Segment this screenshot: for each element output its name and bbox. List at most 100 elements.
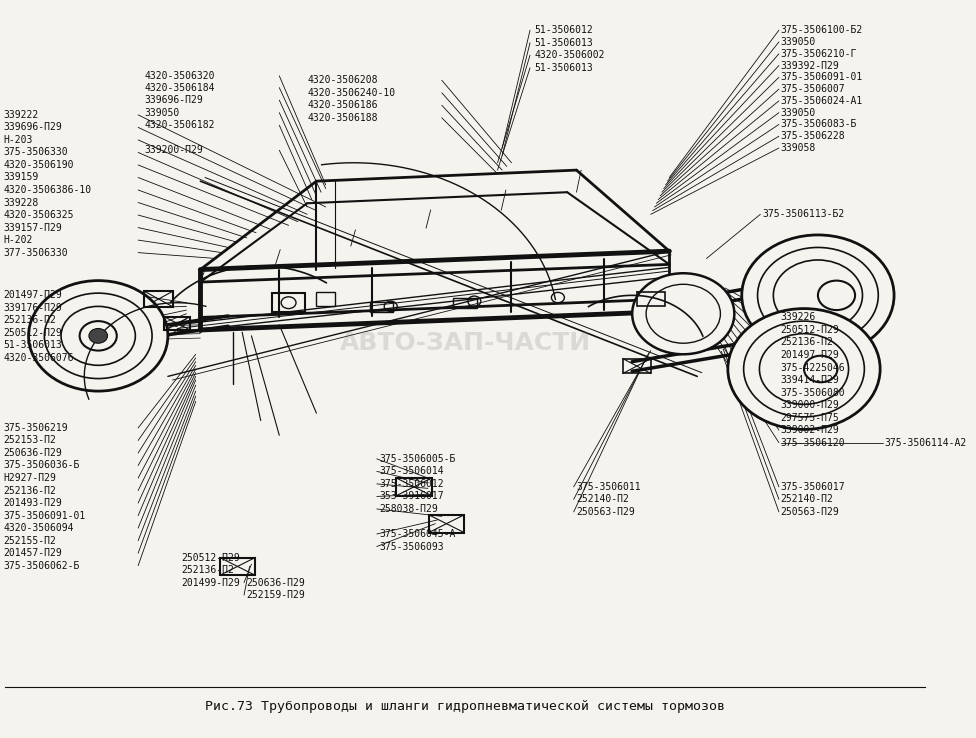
Text: 339050: 339050: [144, 108, 180, 117]
Text: 339222: 339222: [4, 110, 39, 120]
Text: 375-3506093: 375-3506093: [380, 542, 444, 551]
Bar: [396, 478, 431, 496]
Text: 375-3506083-Б: 375-3506083-Б: [781, 120, 857, 129]
Text: 252136-П2: 252136-П2: [4, 315, 57, 325]
Text: 297575-П75: 297575-П75: [781, 413, 839, 423]
Text: 375-3506210-Г: 375-3506210-Г: [781, 49, 857, 59]
Text: 339157-П29: 339157-П29: [4, 223, 62, 232]
Text: 4320-3506186: 4320-3506186: [307, 100, 378, 110]
Text: 353-3916017: 353-3916017: [380, 492, 444, 501]
Text: 250636-П29: 250636-П29: [247, 578, 305, 587]
Text: 375-3506100-Б2: 375-3506100-Б2: [781, 25, 863, 35]
Text: 339002-П29: 339002-П29: [781, 425, 839, 435]
Text: 252140-П2: 252140-П2: [781, 494, 834, 504]
Text: 4320-3506320: 4320-3506320: [144, 71, 215, 81]
Text: 375-4225046: 375-4225046: [781, 362, 845, 373]
Text: 252155-П2: 252155-П2: [4, 536, 57, 545]
Bar: [272, 294, 305, 312]
Text: Н-203: Н-203: [4, 135, 33, 145]
Text: 339226: 339226: [781, 312, 816, 323]
Text: 339392-П29: 339392-П29: [781, 61, 839, 71]
Text: АВТО-ЗАП-ЧАСТИ: АВТО-ЗАП-ЧАСТИ: [340, 331, 590, 355]
Text: 375-3506036-Б: 375-3506036-Б: [4, 461, 80, 471]
Text: 375-3506080: 375-3506080: [781, 387, 845, 398]
Circle shape: [744, 321, 865, 417]
Text: 250512-П29: 250512-П29: [781, 325, 839, 335]
Text: 375-3506062-Б: 375-3506062-Б: [4, 561, 80, 570]
Text: 201493-П29: 201493-П29: [4, 498, 62, 508]
Text: 250563-П29: 250563-П29: [781, 507, 839, 517]
Text: 252136-П2: 252136-П2: [182, 565, 234, 575]
Text: 375-3506113-Б2: 375-3506113-Б2: [762, 210, 844, 219]
Bar: [316, 292, 335, 306]
Text: 339228: 339228: [4, 198, 39, 207]
Text: 4320-3506240-10: 4320-3506240-10: [307, 88, 395, 97]
Text: 375-3506045-А: 375-3506045-А: [380, 529, 456, 539]
Bar: [143, 291, 174, 307]
Circle shape: [44, 293, 152, 379]
Text: 201497-П29: 201497-П29: [4, 290, 62, 300]
Text: 250636-П29: 250636-П29: [4, 448, 62, 458]
Text: 339058: 339058: [781, 143, 816, 153]
Bar: [623, 359, 651, 373]
Text: 4320-3506325: 4320-3506325: [4, 210, 74, 220]
Circle shape: [632, 273, 734, 354]
Text: 375-3506011: 375-3506011: [577, 482, 641, 492]
Text: Н2927-П29: Н2927-П29: [4, 473, 57, 483]
Text: 4320-3506386-10: 4320-3506386-10: [4, 185, 92, 195]
Text: 4320-3506208: 4320-3506208: [307, 75, 378, 86]
Text: 252140-П2: 252140-П2: [577, 494, 630, 504]
Text: 4320-3506188: 4320-3506188: [307, 113, 378, 123]
Text: 339050: 339050: [781, 37, 816, 47]
Text: 375-3506007: 375-3506007: [781, 84, 845, 94]
Text: Рис.73 Трубопроводы и шланги гидропневматической системы тормозов: Рис.73 Трубопроводы и шланги гидропневма…: [205, 700, 725, 713]
Bar: [220, 558, 255, 575]
Text: 339159: 339159: [4, 173, 39, 182]
Text: 375-3506091-01: 375-3506091-01: [4, 511, 86, 520]
Circle shape: [89, 328, 107, 343]
Circle shape: [742, 235, 894, 356]
Circle shape: [728, 308, 880, 430]
Text: 51-3506012: 51-3506012: [535, 25, 593, 35]
Text: 250512-П29: 250512-П29: [4, 328, 62, 338]
Text: 375-3506091-01: 375-3506091-01: [781, 72, 863, 83]
Text: 252159-П29: 252159-П29: [247, 590, 305, 600]
Text: 4320-3506182: 4320-3506182: [144, 120, 215, 130]
Text: 375-3506219: 375-3506219: [4, 423, 68, 433]
Text: 377-3506330: 377-3506330: [4, 248, 68, 258]
Text: 375-3506120: 375-3506120: [781, 438, 845, 448]
Bar: [454, 297, 476, 308]
Text: 51-3506013: 51-3506013: [535, 63, 593, 73]
Text: 375-3506014: 375-3506014: [380, 466, 444, 477]
Text: 375-3506012: 375-3506012: [380, 479, 444, 489]
Text: 375-3506024-А1: 375-3506024-А1: [781, 96, 863, 106]
Text: 252153-П2: 252153-П2: [4, 435, 57, 446]
Bar: [428, 515, 465, 533]
Circle shape: [28, 280, 168, 391]
Text: 339000-П29: 339000-П29: [781, 400, 839, 410]
Text: 339414-П29: 339414-П29: [781, 375, 839, 385]
Text: 4320-3506190: 4320-3506190: [4, 160, 74, 170]
Text: 201457-П29: 201457-П29: [4, 548, 62, 558]
Text: 250512-П29: 250512-П29: [182, 553, 240, 562]
Text: 375-3506228: 375-3506228: [781, 131, 845, 141]
Text: 339696-П29: 339696-П29: [4, 123, 62, 132]
Bar: [370, 302, 393, 312]
Text: 51-3506013: 51-3506013: [4, 340, 62, 351]
Text: 4320-3506002: 4320-3506002: [535, 50, 605, 61]
Text: 252136-П2: 252136-П2: [781, 337, 834, 348]
Text: 375-3506005-Б: 375-3506005-Б: [380, 454, 456, 464]
Text: 339200-П29: 339200-П29: [144, 145, 203, 155]
Text: 339050: 339050: [781, 108, 816, 117]
Text: 339696-П29: 339696-П29: [144, 95, 203, 105]
Text: 51-3506013: 51-3506013: [535, 38, 593, 48]
Text: Н-202: Н-202: [4, 235, 33, 245]
Text: 4320-3506076: 4320-3506076: [4, 353, 74, 363]
Text: 4320-3506184: 4320-3506184: [144, 83, 215, 92]
Text: 250563-П29: 250563-П29: [577, 507, 635, 517]
Text: 375-3506330: 375-3506330: [4, 148, 68, 157]
Text: 375-3506114-А2: 375-3506114-А2: [885, 438, 967, 448]
Text: 252136-П2: 252136-П2: [4, 486, 57, 495]
Bar: [636, 292, 665, 306]
Bar: [164, 317, 190, 330]
